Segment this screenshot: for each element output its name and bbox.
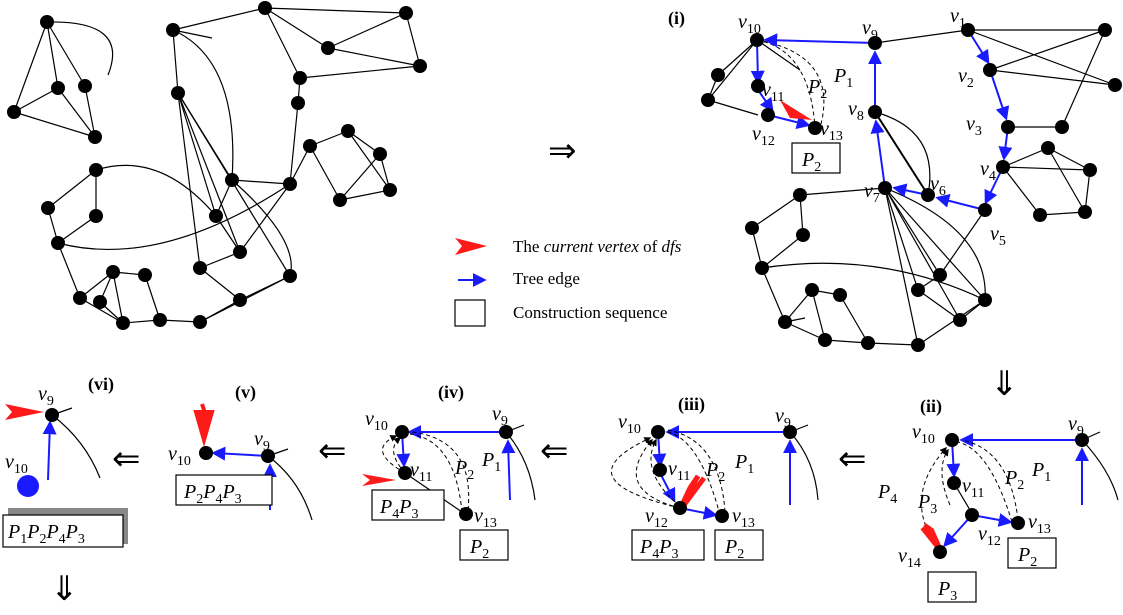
svg-text:v10: v10 [618,411,641,437]
svg-text:v11: v11 [668,458,690,484]
svg-text:v9: v9 [492,403,508,429]
panel-v: (v) v10 v9 P2P4P3 [168,382,313,521]
original-graph [7,1,427,330]
svg-text:P2: P2 [454,457,474,483]
panel-iii: (iii) v10 v9 v11 v12 v13 P2 P1 P4P3 P2 [610,394,819,562]
current-vertex-legend-icon [455,238,487,255]
right-arrow: ⇒ [548,131,577,171]
svg-text:v10: v10 [5,451,28,477]
svg-text:(iv): (iv) [438,382,464,403]
left-arrow-v: ⇐ [112,439,141,479]
svg-text:P4P3: P4P3 [379,496,418,522]
svg-text:v3: v3 [966,113,982,139]
svg-text:v13: v13 [732,505,755,531]
panel-vi: (vi) v9 v10 P1P2P4P3 [2,374,128,548]
panel-iv: (iv) v10 v9 v11 v13 P2 P1 P4P3 P2 [362,382,536,562]
svg-text:P2: P2 [705,459,725,485]
svg-text:v5: v5 [990,223,1006,249]
svg-text:v9: v9 [775,405,791,431]
svg-text:v10: v10 [912,421,935,447]
svg-text:P1: P1 [833,65,853,91]
svg-text:v13: v13 [474,505,497,531]
left-arrow-iv: ⇐ [318,431,347,471]
vertex-v10-blue [17,475,39,497]
svg-text:v14: v14 [898,545,921,571]
panel-ii: (ii) v10 v9 v11 v12 v13 v14 P4 P3 P2 P1 … [877,396,1119,604]
svg-text:P1: P1 [734,451,754,477]
construction-sequence-legend-icon [454,299,486,327]
svg-text:v1: v1 [950,5,966,31]
svg-text:v8: v8 [848,98,864,124]
svg-text:v13: v13 [1028,511,1051,537]
svg-text:(ii): (ii) [920,396,942,417]
legend: The current vertex of dfs Tree edge Cons… [454,237,682,327]
svg-text:(v): (v) [235,382,256,403]
svg-text:v9: v9 [254,428,270,454]
panel-label-i: (i) [668,8,685,29]
svg-text:P3: P3 [917,491,937,517]
svg-text:v13: v13 [820,118,843,144]
svg-text:P1: P1 [481,449,501,475]
svg-text:v9: v9 [1068,413,1084,439]
svg-text:v12: v12 [645,505,668,531]
svg-text:v10: v10 [738,11,761,37]
svg-text:v4: v4 [980,158,996,184]
panel-i: (i) [668,5,1122,352]
svg-text:v12: v12 [752,123,775,149]
legend-construction-sequence: Construction sequence [513,303,667,322]
svg-text:(vi): (vi) [88,374,114,395]
svg-text:v10: v10 [168,443,191,469]
current-vertex-marker [780,100,812,120]
svg-text:P1: P1 [1031,459,1051,485]
legend-tree-edge: Tree edge [513,269,580,288]
svg-text:P2: P2 [807,76,827,102]
left-arrow-ii: ⇐ [838,439,867,479]
svg-text:v9: v9 [38,383,54,409]
svg-text:P2P4P3: P2P4P3 [183,481,242,507]
legend-current-vertex: The current vertex of dfs [513,237,682,256]
svg-text:P1P2P4P3: P1P2P4P3 [7,521,85,547]
svg-text:P4: P4 [877,481,897,507]
svg-text:v11: v11 [962,475,984,501]
svg-text:v11: v11 [410,459,432,485]
svg-text:P2: P2 [1004,467,1024,493]
svg-text:v12: v12 [978,523,1001,549]
svg-text:v2: v2 [958,65,974,91]
svg-text:v7: v7 [864,180,880,206]
left-arrow-iii: ⇐ [540,431,569,471]
svg-text:v10: v10 [365,408,388,434]
svg-text:(iii): (iii) [678,394,705,415]
down-arrow: ⇓ [990,364,1019,404]
svg-text:v9: v9 [862,17,878,43]
down-arrow-vi: ⇓ [50,569,79,609]
